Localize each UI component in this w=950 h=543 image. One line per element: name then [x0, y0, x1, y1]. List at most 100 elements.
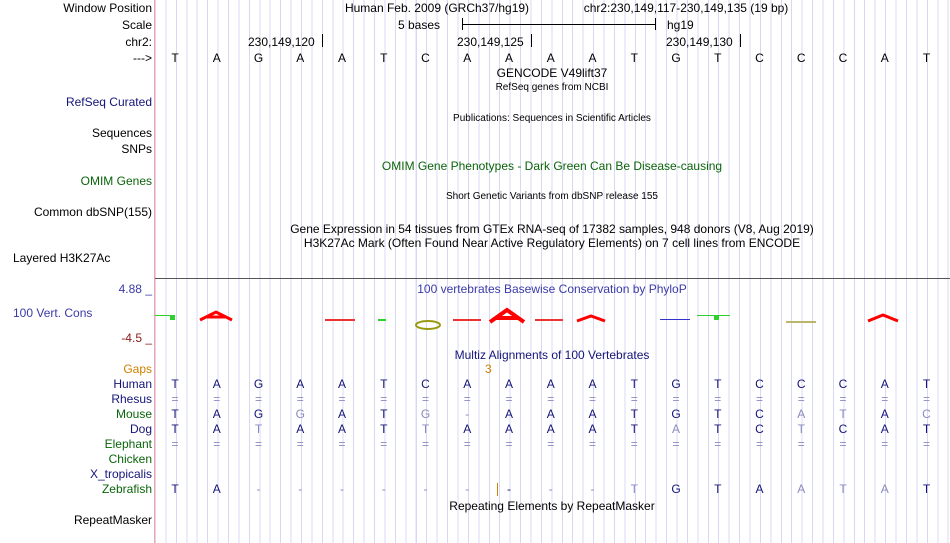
base: G	[671, 51, 681, 65]
track-label-dbsnp[interactable]: Common dbSNP(155)	[33, 205, 152, 219]
aligned-base: T	[630, 422, 638, 436]
aligned-base: =	[171, 437, 179, 451]
species-label[interactable]: Elephant	[104, 437, 152, 451]
aligned-base: =	[296, 437, 304, 451]
aligned-base: T	[922, 422, 931, 436]
aligned-base: =	[714, 392, 722, 406]
aligned-base: =	[881, 437, 889, 451]
aligned-base: =	[213, 392, 221, 406]
base: C	[421, 51, 430, 65]
aligned-base: =	[755, 437, 763, 451]
track-label-repeatmasker[interactable]: RepeatMasker	[73, 513, 152, 527]
aligned-base: C	[796, 377, 806, 391]
aligned-base: =	[672, 437, 680, 451]
base: A	[337, 51, 346, 65]
aligned-base: -	[256, 482, 261, 496]
aligned-base: =	[630, 392, 638, 406]
aligned-base: T	[630, 377, 638, 391]
omim-pheno-title: OMIM Gene Phenotypes - Dark Green Can Be…	[381, 159, 723, 173]
aligned-base: A	[212, 407, 221, 421]
species-label[interactable]: Zebrafish	[101, 482, 152, 496]
aligned-base: A	[671, 422, 680, 436]
aligned-base: A	[880, 482, 889, 496]
aligned-base: T	[254, 422, 263, 436]
cons-min: -4.5 _	[121, 331, 152, 345]
aligned-base: =	[630, 437, 638, 451]
aligned-base: A	[337, 422, 346, 436]
aligned-base: T	[714, 482, 722, 496]
cons-mark	[378, 319, 386, 321]
base: C	[838, 51, 848, 65]
cons-mark	[488, 307, 526, 324]
aligned-base: =	[254, 392, 262, 406]
aligned-base: =	[839, 437, 847, 451]
scale-label: 5 bases	[398, 18, 441, 32]
aligned-base: T	[630, 407, 638, 421]
aligned-base: A	[546, 422, 555, 436]
species-label[interactable]: Mouse	[115, 407, 152, 421]
aligned-base: A	[463, 422, 472, 436]
aligned-base: =	[755, 392, 763, 406]
track-label-omim[interactable]: OMIM Genes	[80, 174, 152, 188]
aligned-base: =	[672, 392, 680, 406]
aligned-base: -	[381, 482, 386, 496]
aligned-base: =	[839, 392, 847, 406]
aligned-base: A	[797, 407, 806, 421]
refseq-subtitle: RefSeq genes from NCBI	[495, 82, 609, 93]
scale-bar-end	[655, 18, 656, 30]
aligned-base: A	[504, 422, 513, 436]
track-label-snps[interactable]: SNPs	[121, 142, 152, 156]
base: T	[171, 51, 179, 65]
aligned-base: A	[588, 377, 597, 391]
base: G	[253, 51, 264, 65]
aligned-base: T	[171, 407, 179, 421]
aligned-base: A	[504, 377, 513, 391]
aligned-base: A	[463, 377, 472, 391]
aligned-base: A	[797, 482, 806, 496]
base: A	[880, 51, 889, 65]
aligned-base: -	[423, 482, 428, 496]
aligned-base: C	[421, 377, 430, 391]
aligned-base: T	[380, 422, 388, 436]
aligned-base: A	[880, 407, 889, 421]
aligned-base: C	[922, 407, 931, 421]
cons-mark	[325, 319, 355, 321]
aligned-base: G	[295, 407, 305, 421]
track-label-cons[interactable]: 100 Vert. Cons	[13, 306, 93, 320]
aligned-base: T	[922, 377, 931, 391]
aligned-base: =	[714, 437, 722, 451]
label-divider	[154, 0, 155, 543]
aligned-base: -	[465, 407, 470, 421]
aligned-base: -	[548, 482, 553, 496]
aligned-base: A	[212, 422, 221, 436]
species-label[interactable]: X_tropicalis	[89, 467, 152, 481]
aligned-base: A	[296, 422, 305, 436]
phylop-logo	[155, 307, 899, 330]
cons-max: 4.88 _	[118, 282, 152, 296]
aligned-base: =	[588, 392, 596, 406]
track-label-h3k27ac[interactable]: Layered H3K27Ac	[13, 251, 111, 265]
species-label[interactable]: Rhesus	[111, 392, 152, 406]
aligned-base: T	[171, 482, 179, 496]
aligned-base: T	[839, 482, 847, 496]
track-label-refseq[interactable]: RefSeq Curated	[65, 95, 152, 109]
aligned-base: C	[755, 377, 764, 391]
track-label-sequences[interactable]: Sequences	[91, 126, 152, 140]
species-label[interactable]: Dog	[129, 422, 152, 436]
aligned-base: T	[714, 422, 722, 436]
label-window-position: Window Position	[63, 1, 152, 15]
aligned-base: A	[296, 377, 305, 391]
aligned-base: G	[671, 407, 681, 421]
species-label[interactable]: Human	[113, 377, 152, 391]
aligned-base: =	[421, 392, 429, 406]
aligned-base: T	[171, 377, 179, 391]
aligned-base: =	[547, 437, 555, 451]
base: T	[630, 51, 638, 65]
aligned-base: A	[546, 407, 555, 421]
species-label[interactable]: Chicken	[108, 452, 152, 466]
aligned-base: A	[337, 407, 346, 421]
position-title: chr2:230,149,117-230,149,135 (19 bp)	[583, 1, 789, 15]
aligned-base: =	[922, 392, 930, 406]
label-gaps: Gaps	[123, 362, 152, 376]
